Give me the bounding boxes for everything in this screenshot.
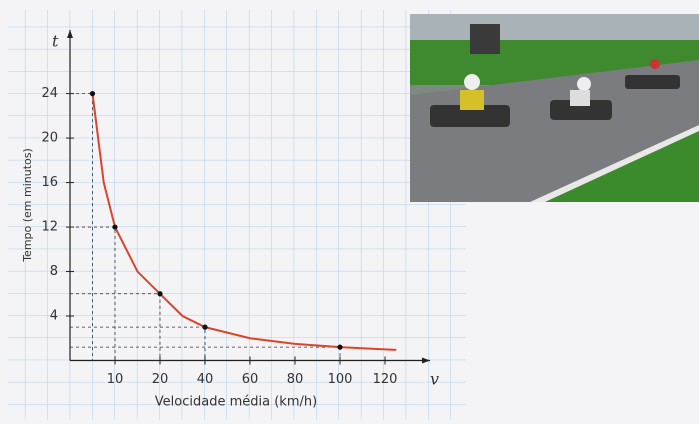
x-tick-label: 10 (107, 372, 124, 387)
x-axis-title: Velocidade média (km/h) (155, 395, 317, 410)
y-tick-label: 12 (41, 220, 58, 235)
x-tick-label: 100 (328, 372, 353, 387)
y-tick-label: 4 (50, 309, 58, 324)
y-tick-label: 24 (41, 86, 58, 101)
x-tick-label: 20 (152, 372, 169, 387)
x-tick-label: 80 (287, 372, 304, 387)
x-symbol: v (430, 370, 439, 389)
y-tick-label: 20 (41, 131, 58, 146)
x-tick-label: 60 (242, 372, 259, 387)
point (202, 325, 207, 330)
y-symbol: t (52, 32, 59, 51)
page: t v Velocidade média (km/h) Tempo (em mi… (0, 0, 699, 420)
y-tick-label: 16 (41, 175, 58, 190)
y-tick-label: 8 (50, 264, 58, 279)
paper-grid (8, 10, 466, 420)
photo (410, 14, 699, 202)
point (90, 91, 95, 96)
y-axis-title: Tempo (em minutos) (21, 148, 34, 263)
point (337, 345, 342, 350)
point (112, 224, 117, 229)
x-tick-label: 120 (373, 372, 398, 387)
x-tick-label: 40 (197, 372, 214, 387)
point (157, 291, 162, 296)
